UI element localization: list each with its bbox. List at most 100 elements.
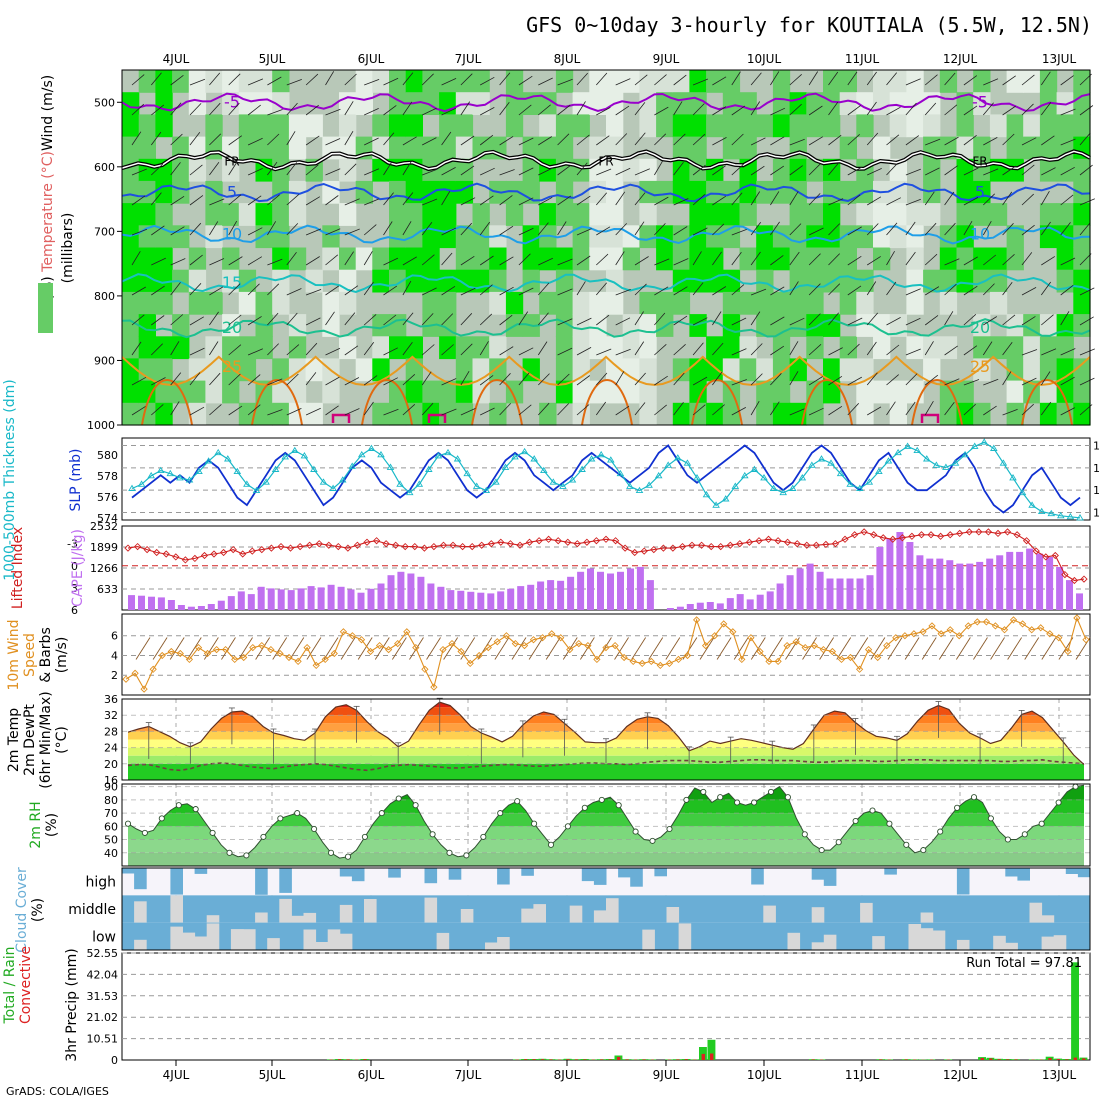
cape-bar bbox=[756, 594, 764, 610]
rh-cell bbox=[155, 291, 173, 315]
rh-cell bbox=[305, 358, 323, 382]
rh-marker bbox=[818, 847, 825, 854]
rh-cell bbox=[839, 291, 857, 315]
thickness-marker bbox=[788, 484, 797, 491]
precip-conv-bar bbox=[676, 1059, 680, 1060]
rh-cell bbox=[122, 336, 140, 360]
cloud-cell bbox=[956, 868, 970, 895]
wind-barb bbox=[538, 196, 553, 206]
wind-barb bbox=[1002, 223, 1014, 236]
rh-cell bbox=[422, 70, 440, 93]
wind-speed-marker bbox=[828, 647, 837, 656]
cape-bar bbox=[886, 538, 894, 610]
wind-barb bbox=[731, 317, 747, 326]
cape-bar bbox=[177, 605, 185, 610]
rh-marker bbox=[784, 794, 791, 801]
cloud-cell bbox=[122, 868, 135, 874]
rh-marker bbox=[446, 849, 453, 856]
wind10m-y-label: 10m WindSpeed& Barbs(m/s) bbox=[6, 619, 70, 690]
rh-cell bbox=[956, 158, 974, 182]
wind-barb bbox=[267, 109, 283, 116]
cape-bar bbox=[646, 580, 654, 610]
rh-cell bbox=[1023, 70, 1041, 93]
wind-speed-marker bbox=[783, 641, 791, 650]
li-marker bbox=[1051, 551, 1059, 560]
wind-barb bbox=[189, 347, 205, 356]
wind-barb bbox=[267, 194, 280, 206]
thickness-marker bbox=[310, 465, 318, 472]
rh-cell bbox=[856, 203, 874, 226]
wind-barb bbox=[886, 401, 896, 416]
cape-tick-label: 633 bbox=[97, 583, 118, 596]
wind-barb bbox=[886, 222, 898, 236]
rh-cell bbox=[322, 380, 340, 404]
wind-barb bbox=[692, 404, 706, 416]
rh-cell bbox=[272, 247, 290, 271]
rh-marker bbox=[581, 804, 588, 811]
y-label-line: 2m DewPt bbox=[22, 704, 38, 776]
wind-barb bbox=[1002, 75, 1016, 86]
cloud-cell bbox=[1041, 915, 1055, 923]
wind-barb bbox=[557, 347, 573, 356]
rh-marker bbox=[954, 804, 961, 811]
rh-cell bbox=[873, 336, 891, 360]
wind-barb-10m bbox=[1041, 637, 1057, 660]
rh-marker bbox=[937, 828, 944, 835]
rh-cell bbox=[305, 269, 323, 293]
y-label-line: Cloud Cover bbox=[14, 867, 30, 953]
wind-barb bbox=[924, 191, 935, 206]
wind-speed-marker bbox=[747, 634, 755, 642]
wind-barb bbox=[228, 344, 242, 356]
wind-barb bbox=[847, 166, 862, 176]
precip-conv-bar bbox=[625, 1059, 629, 1060]
thickness-marker bbox=[607, 456, 615, 463]
wind-barb bbox=[1060, 75, 1074, 86]
wind-barb bbox=[247, 256, 263, 266]
wind-barb-10m bbox=[443, 637, 459, 660]
wind-barb bbox=[557, 165, 571, 176]
wind-barb bbox=[460, 343, 473, 356]
rh-cell bbox=[422, 92, 440, 115]
li-marker bbox=[535, 537, 543, 545]
rh-cell bbox=[539, 247, 557, 271]
rh-cell bbox=[722, 402, 741, 426]
wind-barb bbox=[828, 405, 843, 416]
wind-barb bbox=[479, 195, 494, 206]
wind-barb bbox=[808, 344, 822, 356]
rh-cell bbox=[772, 180, 791, 204]
rh-cell bbox=[405, 70, 423, 93]
rh-cell bbox=[839, 70, 857, 93]
rh-cell bbox=[1039, 336, 1058, 360]
wind-barb-10m bbox=[221, 637, 236, 660]
rh-cell bbox=[138, 136, 156, 160]
wind-barb bbox=[460, 222, 472, 236]
wind-barb bbox=[383, 77, 399, 86]
wind-barb bbox=[982, 220, 992, 236]
wind-barb bbox=[905, 102, 917, 116]
cloud-cell bbox=[194, 936, 208, 950]
wind-speed-marker bbox=[122, 675, 130, 683]
wind-barb bbox=[189, 372, 201, 386]
cape-bar bbox=[856, 578, 864, 610]
rh-cell bbox=[138, 269, 156, 293]
rh-cell bbox=[706, 269, 724, 293]
wind-barb bbox=[983, 254, 997, 266]
rh-cell bbox=[205, 180, 223, 204]
rh-cell bbox=[205, 203, 223, 226]
cape-bar bbox=[257, 586, 265, 610]
thickness-marker bbox=[568, 476, 577, 483]
precip-conv-bar bbox=[1073, 1057, 1077, 1060]
wind-barb bbox=[925, 167, 940, 176]
thickness-marker bbox=[942, 463, 950, 470]
thickness-marker bbox=[616, 469, 625, 477]
li-marker bbox=[898, 534, 907, 542]
wind-barb bbox=[363, 401, 374, 416]
rh-cell bbox=[672, 291, 691, 315]
rh-cell bbox=[722, 70, 741, 93]
rh-cell bbox=[722, 291, 741, 315]
rh-cell bbox=[889, 203, 907, 226]
wind-barb bbox=[615, 167, 631, 176]
li-marker bbox=[726, 541, 734, 549]
rh-cell bbox=[739, 336, 757, 360]
rh-cell bbox=[639, 358, 657, 382]
